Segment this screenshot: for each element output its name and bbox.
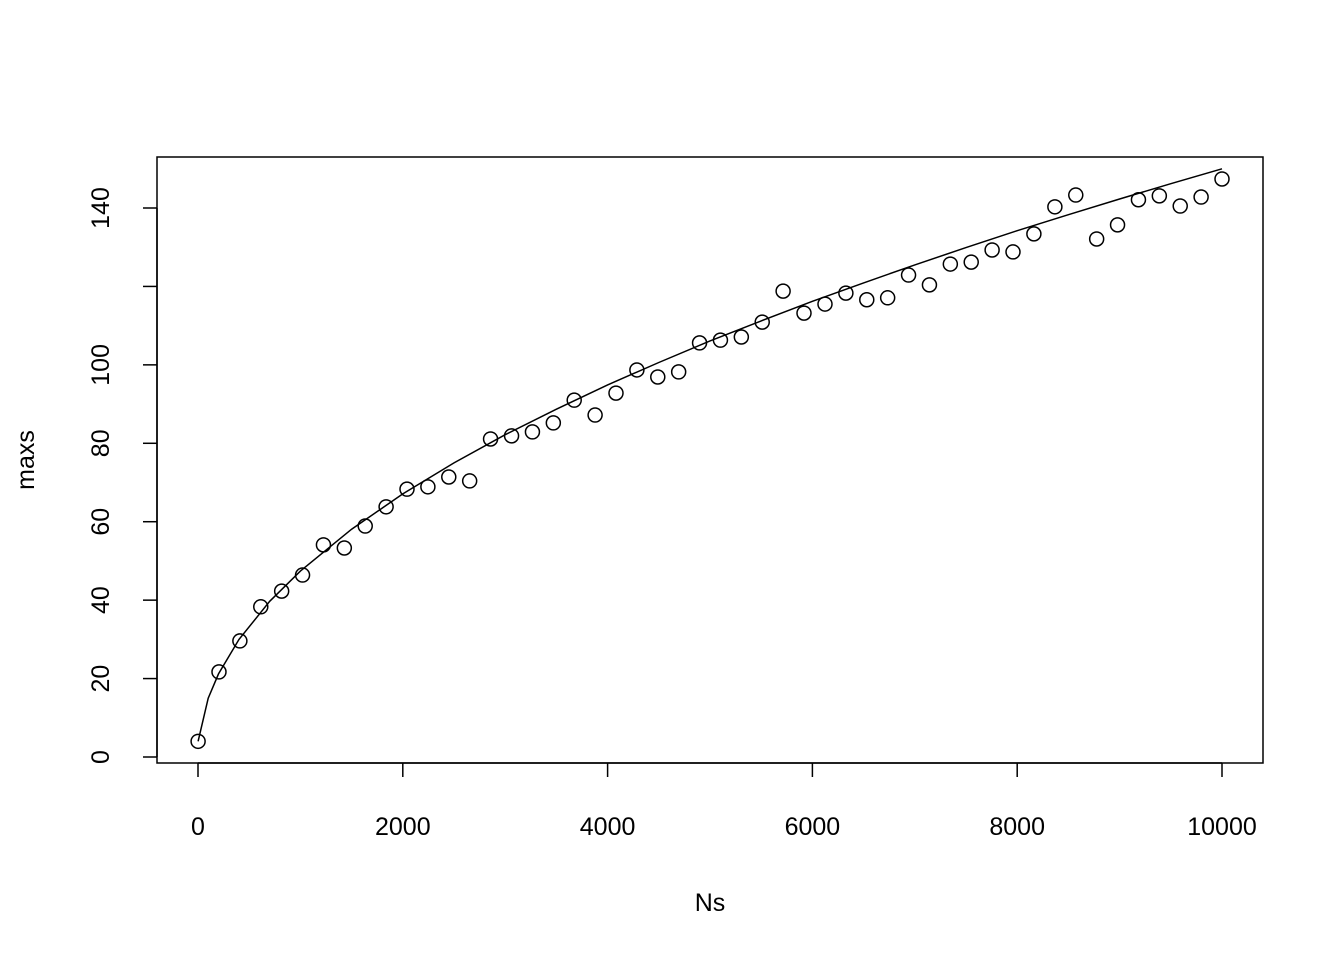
data-point: [942, 256, 959, 272]
data-point: [211, 664, 227, 680]
y-axis: 0 20 40 60 80 100 140: [87, 187, 158, 764]
data-point: [817, 296, 833, 312]
y-tick-label: 20: [87, 665, 115, 693]
data-point: [984, 242, 1000, 258]
data-point: [503, 428, 520, 444]
y-tick-label: 40: [87, 586, 115, 614]
data-point: [1005, 244, 1021, 260]
data-point: [545, 415, 562, 431]
x-tick-label: 0: [191, 813, 205, 841]
data-point: [1193, 189, 1209, 205]
data-point: [838, 285, 854, 301]
x-axis: 0 2000 4000 6000 8000 10000: [191, 762, 1257, 841]
y-tick-label: 80: [87, 429, 115, 457]
data-point: [963, 254, 979, 270]
y-tick-label: 60: [87, 508, 115, 536]
data-point: [1109, 217, 1126, 233]
data-point: [190, 733, 206, 750]
data-point: [608, 385, 624, 401]
y-tick-label: 140: [87, 187, 115, 229]
data-point: [399, 481, 415, 497]
data-point: [441, 469, 457, 485]
data-point: [1088, 231, 1105, 247]
data-point: [879, 290, 896, 306]
data-point: [691, 335, 708, 351]
data-points: [190, 171, 1230, 750]
x-tick-label: 2000: [375, 813, 431, 841]
data-point: [900, 267, 917, 283]
plot-frame: [156, 156, 1264, 764]
data-point: [336, 540, 353, 556]
data-point: [378, 499, 394, 515]
data-point: [921, 277, 938, 293]
x-axis-label: Ns: [695, 889, 726, 917]
data-point: [1214, 171, 1230, 187]
data-point: [524, 424, 541, 440]
data-point: [1172, 198, 1188, 214]
data-point: [1047, 199, 1063, 215]
data-point: [754, 314, 770, 330]
data-point: [482, 431, 499, 447]
y-tick-label: 100: [87, 344, 115, 386]
x-tick-label: 10000: [1187, 813, 1257, 841]
data-point: [587, 407, 603, 423]
data-point: [461, 473, 478, 489]
data-point: [629, 362, 645, 378]
data-point: [1130, 192, 1147, 208]
data-point: [1151, 188, 1168, 204]
data-point: [775, 283, 791, 299]
data-point: [650, 369, 666, 385]
data-point: [796, 305, 812, 321]
data-point: [670, 364, 687, 380]
data-point: [232, 633, 248, 649]
data-point: [253, 599, 269, 615]
data-point: [294, 567, 311, 583]
data-point: [712, 332, 729, 348]
x-tick-label: 8000: [989, 813, 1045, 841]
data-point: [1068, 187, 1084, 203]
y-tick-label: 0: [87, 750, 115, 764]
y-axis-label: maxs: [12, 430, 40, 490]
data-point: [1026, 226, 1042, 242]
data-point: [315, 537, 332, 553]
data-point: [273, 583, 290, 599]
x-tick-label: 6000: [785, 813, 841, 841]
data-point: [859, 292, 875, 308]
data-point: [420, 479, 436, 495]
data-point: [566, 392, 582, 408]
data-point: [733, 329, 750, 345]
data-point: [357, 518, 373, 534]
x-tick-label: 4000: [580, 813, 636, 841]
fit-line: [197, 168, 1223, 742]
